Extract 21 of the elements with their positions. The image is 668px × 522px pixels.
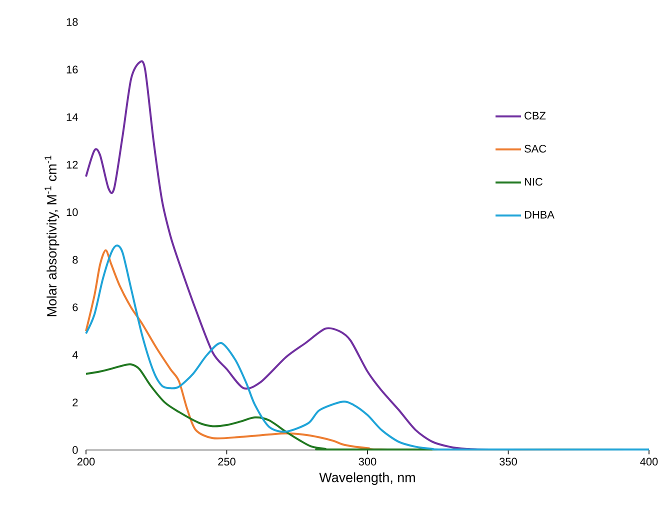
legend-label: NIC: [524, 178, 543, 186]
y-tick-label: 12: [66, 160, 78, 168]
x-tick-label: 250: [218, 458, 236, 466]
y-tick-label: 2: [72, 398, 78, 406]
x-tick-label: 400: [640, 458, 658, 466]
legend-label: CBZ: [524, 112, 546, 120]
x-tick-label: 350: [500, 458, 517, 466]
y-axis-title: Molar absorptivity, M$^{-1}$ cm$^{-1}$: [44, 156, 60, 316]
y-tick-label: 18: [66, 18, 78, 26]
y-tick-label: 6: [72, 303, 78, 312]
x-tick-label: 200: [77, 458, 95, 466]
y-tick-label: 14: [66, 113, 78, 121]
legend-label: DHBA: [524, 210, 554, 218]
x-tick-label: 300: [358, 458, 376, 466]
legend-label: SAC: [524, 144, 546, 153]
y-tick-label: 10: [66, 208, 78, 216]
y-tick-label: 8: [72, 256, 78, 264]
y-tick-label: 0: [72, 446, 78, 454]
y-tick-label: 4: [72, 351, 78, 359]
x-axis-title: Wavelength, nm: [319, 472, 415, 485]
y-tick-label: 16: [66, 66, 78, 74]
